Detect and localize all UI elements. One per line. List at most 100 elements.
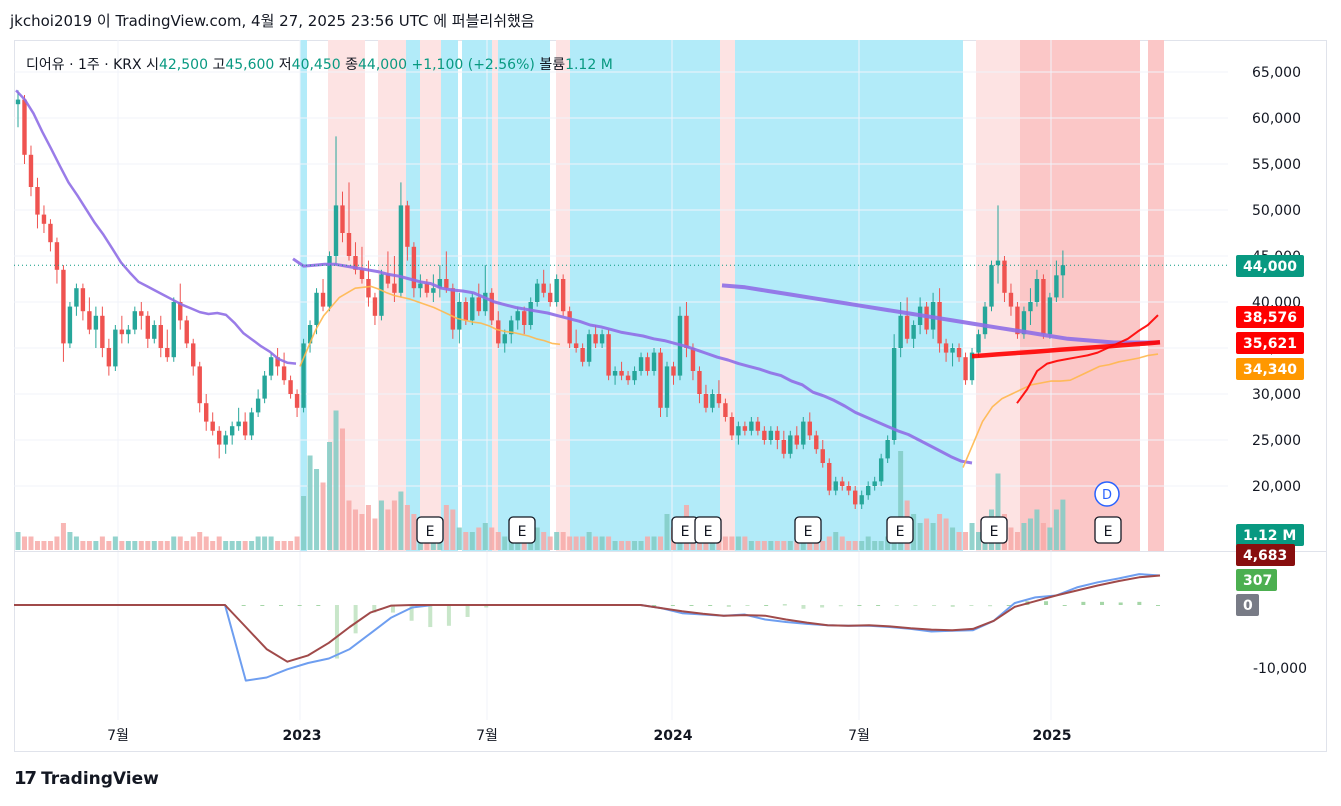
volume-bar (151, 541, 157, 550)
candle-body (710, 394, 715, 408)
ma-line (292, 257, 973, 465)
legend-open-label: 시 (146, 57, 159, 73)
volume-bar (612, 541, 618, 550)
earnings-marker-label: E (518, 524, 527, 540)
candle-body (327, 256, 332, 307)
x-axis-tick-label: 7월 (848, 728, 870, 744)
candle-body (249, 412, 254, 436)
background-region (577, 40, 720, 551)
volume-bar (80, 541, 86, 550)
candle-body (606, 334, 611, 376)
price-label-box (1236, 332, 1304, 354)
volume-bar (132, 541, 138, 550)
earnings-marker: E (794, 516, 822, 544)
candle-body (54, 242, 60, 270)
candle-body (314, 292, 319, 325)
price-label: 1.12 M (1236, 524, 1304, 546)
volume-bar (774, 541, 780, 550)
candle-body (989, 265, 994, 307)
volume-bar (177, 536, 183, 550)
volume-bar (924, 518, 930, 550)
ma-line (971, 340, 1161, 359)
macd-histogram-bar (316, 605, 321, 606)
volume-bar (489, 527, 495, 550)
candle-body (288, 380, 293, 394)
candle-body (126, 329, 131, 335)
macd-price-label-text: 4,683 (1243, 548, 1287, 564)
volume-bar (301, 496, 307, 550)
volume-bar (742, 536, 748, 550)
tradingview-logo[interactable]: 17 TradingView (14, 768, 159, 789)
macd-line (14, 573, 1161, 682)
candle-body (489, 292, 494, 321)
volume-bar (320, 482, 326, 550)
candle-body (392, 283, 397, 293)
macd-histogram-bar (950, 605, 955, 607)
volume-bar (28, 536, 34, 550)
macd-histogram-bar (988, 605, 993, 607)
earnings-marker-label: E (681, 524, 690, 540)
volume-bar (813, 541, 819, 550)
candle-body (411, 246, 417, 289)
candle-body (982, 306, 988, 335)
candle-body (294, 394, 300, 408)
background-region (1020, 40, 1140, 551)
candle-body (755, 421, 761, 431)
volume-bar (229, 541, 235, 550)
legend-symbol[interactable]: 디어유 · 1주 · KRX (26, 57, 142, 73)
earnings-marker: E (1094, 516, 1122, 544)
candle-body (716, 394, 722, 404)
volume-bar (281, 541, 287, 550)
candle-body (651, 352, 657, 371)
macd-histogram-bar (652, 605, 657, 606)
y-axis-tick-label: 65,000 (1252, 65, 1301, 81)
earnings-marker-box (886, 516, 914, 544)
background-region (1148, 40, 1164, 551)
candle-body (995, 260, 1001, 266)
macd-histogram-bar (689, 605, 694, 606)
volume-bar (547, 536, 553, 550)
candle-body (878, 458, 884, 482)
macd-histogram-bar (726, 605, 731, 607)
macd-histogram-bar (353, 605, 358, 634)
macd-price-label: 4,683 (1236, 544, 1295, 566)
candle-body (281, 366, 287, 381)
macd-histogram-bar (409, 605, 414, 621)
candle-body (541, 283, 546, 293)
volume-bar (839, 536, 845, 550)
earnings-marker-box (794, 516, 822, 544)
publish-line: jkchoi2019 이 TradingView.com, 4월 27, 202… (10, 12, 535, 30)
volume-bar (73, 536, 79, 550)
candle-body (268, 357, 274, 376)
candle-body (178, 302, 183, 321)
candle-body (846, 486, 851, 491)
earnings-marker-box (416, 516, 444, 544)
background-region (406, 40, 420, 551)
candle-body (703, 394, 709, 408)
macd-histogram-bar (932, 605, 937, 606)
volume-bar (502, 536, 508, 550)
volume-bar (638, 541, 644, 550)
background-region (720, 40, 735, 551)
macd-histogram-bar (1100, 601, 1105, 605)
price-label: 34,340 (1236, 358, 1304, 380)
macd-histogram-bar (1137, 601, 1142, 605)
candle-body (476, 297, 481, 312)
volume-bar (898, 451, 904, 550)
volume-bar (359, 514, 365, 550)
volume-bar (456, 527, 462, 550)
volume-bar (54, 536, 60, 550)
volume-bar (125, 541, 131, 550)
price-label-text: 44,000 (1243, 259, 1297, 275)
macd-histogram-bar (782, 604, 787, 606)
earnings-marker-box (1094, 516, 1122, 544)
candle-body (885, 440, 890, 459)
candle-body (1015, 306, 1020, 335)
candle-body (210, 421, 215, 431)
price-label: 44,000 (1236, 255, 1304, 277)
candle-body (522, 311, 527, 325)
volume-bar (1040, 523, 1046, 550)
y-axis-tick-label: 55,000 (1252, 157, 1301, 173)
background-region (735, 40, 963, 551)
